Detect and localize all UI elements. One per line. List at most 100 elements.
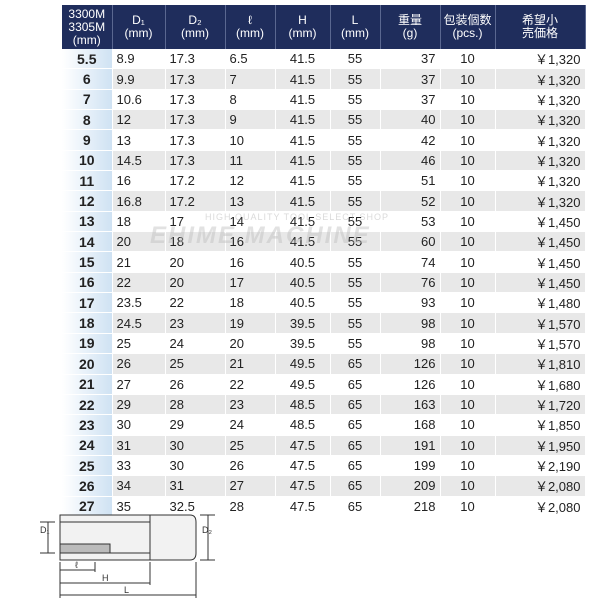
- cell: 34: [112, 475, 166, 497]
- table-row: 19 25 24 20 39.5 55 98 10 ￥1,570: [62, 333, 586, 355]
- cell: 27: [112, 374, 166, 395]
- cell: 20: [112, 231, 166, 253]
- table-row: 10 14.5 17.3 11 41.5 55 46 10 ￥1,320: [62, 150, 586, 172]
- cell: 29: [112, 394, 166, 416]
- socket-outline: [40, 514, 215, 598]
- cell: 17: [225, 272, 276, 294]
- socket-diagram: D₁ D₂ ℓ H L: [40, 514, 215, 598]
- header-text: (mm): [288, 26, 317, 40]
- header-row: 3300M 3305M (mm) D₁ (mm) D₂ (mm) ℓ (mm) H (mm) L (mm…: [62, 5, 586, 49]
- table-row: 25 33 30 26 47.5 65 199 10 ￥2,190: [62, 455, 586, 477]
- cell: 53: [380, 211, 441, 233]
- cell: 41.5: [275, 211, 331, 233]
- cell: 10: [440, 435, 496, 456]
- header-cell: H (mm): [275, 5, 331, 49]
- cell: 17.2: [165, 190, 226, 212]
- cell: 41.5: [275, 150, 331, 172]
- cell: 126: [380, 374, 441, 395]
- table-row: 12 16.8 17.2 13 41.5 55 52 10 ￥1,320: [62, 190, 586, 212]
- cell: 17.3: [165, 89, 226, 111]
- cell: 10: [440, 89, 496, 111]
- cell: 52: [380, 190, 441, 212]
- cell: 24: [225, 414, 276, 436]
- cell: 14.5: [112, 150, 166, 172]
- cell: 17.3: [165, 109, 226, 131]
- cell: 21: [225, 353, 276, 375]
- cell: ￥1,320: [495, 129, 586, 151]
- cell: 41.5: [275, 89, 331, 111]
- header-text: H: [298, 13, 307, 27]
- cell: 24: [165, 333, 226, 355]
- label-d2: D₂: [202, 525, 212, 535]
- size-cell: 15: [62, 251, 113, 273]
- table-body: 5.5 8.9 17.3 6.5 41.5 55 37 10 ￥1,320 6 9.9 17.3 7 41…: [62, 49, 586, 517]
- cell: 16: [225, 231, 276, 253]
- cell: 10: [440, 312, 496, 334]
- header-text: (g): [402, 26, 418, 40]
- cell: 26: [165, 374, 226, 395]
- cell: 10: [440, 292, 496, 314]
- cell: 39.5: [275, 333, 331, 355]
- cell: 55: [330, 190, 381, 212]
- cell: 25: [225, 435, 276, 456]
- header-text: (mm): [181, 26, 209, 40]
- cell: 41.5: [275, 231, 331, 253]
- cell: 126: [380, 353, 441, 375]
- size-cell: 18: [62, 312, 113, 334]
- cell: 17: [165, 211, 226, 233]
- label-d1: D₁: [40, 525, 50, 535]
- cell: 10: [440, 496, 496, 517]
- cell: 10: [440, 353, 496, 375]
- cell: 76: [380, 272, 441, 294]
- size-cell: 26: [62, 475, 113, 497]
- cell: 41.5: [275, 129, 331, 151]
- cell: 65: [330, 353, 381, 375]
- table-row: 15 21 20 16 40.5 55 74 10 ￥1,450: [62, 251, 586, 273]
- header-cell: 重量 (g): [380, 5, 441, 49]
- cell: 55: [330, 312, 381, 334]
- cell: 40.5: [275, 272, 331, 294]
- cell: 191: [380, 435, 441, 456]
- cell: 47.5: [275, 475, 331, 497]
- cell: 51: [380, 170, 441, 192]
- cell: 22: [165, 292, 226, 314]
- cell: 9.9: [112, 68, 166, 90]
- cell: 37: [380, 68, 441, 90]
- cell: 55: [330, 109, 381, 131]
- table-row: 16 22 20 17 40.5 55 76 10 ￥1,450: [62, 272, 586, 294]
- header-text: 3305M: [68, 19, 106, 34]
- size-cell: 21: [62, 374, 113, 395]
- cell: 10: [440, 455, 496, 477]
- cell: 48.5: [275, 414, 331, 436]
- cell: 10: [440, 109, 496, 131]
- cell: 41.5: [275, 190, 331, 212]
- cell: 10: [440, 333, 496, 355]
- cell: 10: [440, 190, 496, 212]
- size-cell: 8: [62, 109, 113, 131]
- table-row: 21 27 26 22 49.5 65 126 10 ￥1,680: [62, 374, 586, 395]
- cell: 6.5: [225, 49, 276, 70]
- table-row: 20 26 25 21 49.5 65 126 10 ￥1,810: [62, 353, 586, 375]
- cell: 26: [112, 353, 166, 375]
- table-row: 9 13 17.3 10 41.5 55 42 10 ￥1,320: [62, 129, 586, 151]
- header-text: ℓ: [248, 13, 252, 27]
- cell: 65: [330, 435, 381, 456]
- cell: 8: [225, 89, 276, 111]
- header-cell: D₂ (mm): [165, 5, 226, 49]
- cell: 9: [225, 109, 276, 131]
- cell: ￥1,570: [495, 333, 586, 355]
- cell: ￥1,320: [495, 190, 586, 212]
- cell: 10: [440, 68, 496, 90]
- cell: 98: [380, 312, 441, 334]
- cell: 55: [330, 89, 381, 111]
- cell: ￥2,080: [495, 496, 586, 517]
- cell: ￥1,680: [495, 374, 586, 395]
- cell: 7: [225, 68, 276, 90]
- cell: 10: [440, 272, 496, 294]
- cell: 14: [225, 211, 276, 233]
- cell: 37: [380, 89, 441, 111]
- cell: 10: [440, 170, 496, 192]
- header-text: 希望小: [521, 13, 558, 27]
- cell: 18: [165, 231, 226, 253]
- header-text: (pcs.): [452, 26, 483, 40]
